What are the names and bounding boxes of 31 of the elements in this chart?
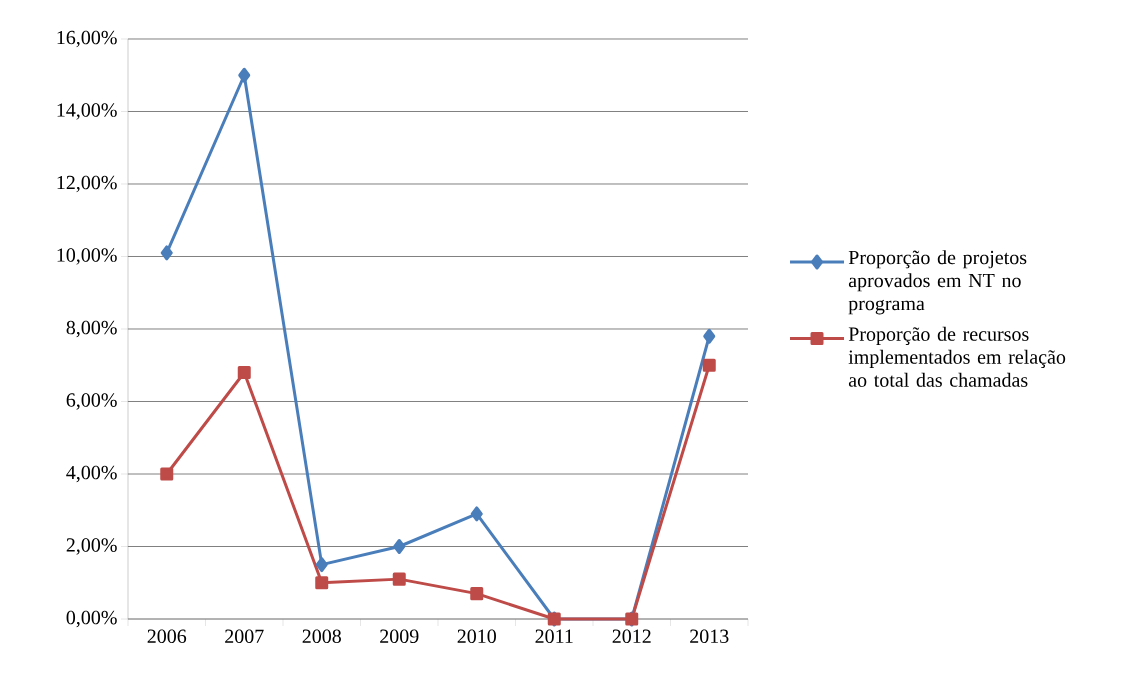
- y-tick-label: 6,00%: [66, 393, 117, 410]
- point: [315, 576, 329, 590]
- legend-label: Proporção de recursos implementados em relação ao total das chamadas: [848, 326, 1066, 387]
- y-tick-label: 12,00%: [57, 175, 117, 193]
- point: [160, 467, 174, 481]
- x-tick-label: 2009: [380, 629, 419, 644]
- point: [703, 328, 716, 344]
- x-tick-label: 2008: [302, 629, 341, 644]
- x-tick-label: 2012: [612, 629, 651, 644]
- point: [160, 245, 173, 261]
- y-tick-label: 14,00%: [57, 103, 117, 120]
- x-tick-label: 2010: [457, 629, 496, 644]
- y-tick-label: 10,00%: [57, 248, 117, 265]
- point: [392, 572, 406, 586]
- point: [470, 587, 484, 601]
- x-tick-label: 2006: [147, 629, 187, 644]
- x-tick-label: 2011: [535, 629, 573, 644]
- point: [470, 506, 483, 522]
- point: [238, 67, 251, 83]
- y-tick-label: 0,00%: [66, 610, 117, 628]
- point: [393, 539, 406, 554]
- point: [237, 366, 251, 379]
- x-tick-label: 2013: [690, 629, 729, 644]
- point: [702, 358, 716, 372]
- legend-label: Proporção de projetos aprovados em NT no programa: [848, 250, 1027, 315]
- x-tick-label: 2007: [225, 629, 264, 644]
- y-tick-label: 2,00%: [66, 538, 117, 555]
- y-tick-label: 4,00%: [66, 465, 117, 483]
- y-tick-label: 8,00%: [66, 320, 117, 338]
- point: [315, 557, 328, 573]
- y-tick-label: 16,00%: [57, 30, 117, 48]
